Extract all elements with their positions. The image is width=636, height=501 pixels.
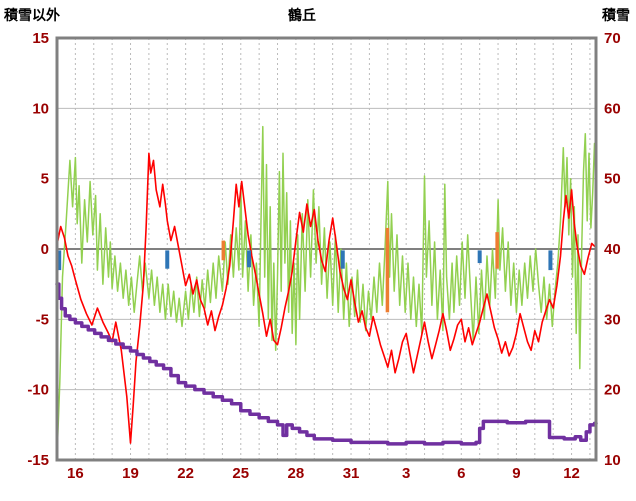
right-tick-label: 70: [604, 30, 621, 47]
right-tick-label: 50: [604, 171, 621, 188]
series-purple-line: [55, 282, 598, 446]
x-tick-label: 6: [457, 465, 465, 482]
orange-event-bars: [221, 227, 499, 313]
x-tick-label: 16: [67, 465, 84, 482]
series-green-line: [56, 125, 596, 458]
left-axis-title: 積雪以外: [4, 7, 60, 23]
left-tick-label: 10: [32, 100, 49, 117]
x-tick-label: 31: [343, 465, 360, 482]
left-tick-label: -15: [27, 452, 49, 469]
x-tick-label: 22: [177, 465, 194, 482]
x-tick-label: 3: [402, 465, 410, 482]
x-tick-label: 9: [512, 465, 520, 482]
right-tick-label: 60: [604, 100, 621, 117]
chart-title: 鶴丘: [288, 7, 316, 23]
right-tick-label: 30: [604, 311, 621, 328]
right-tick-label: 20: [604, 382, 621, 399]
plot-frame: [55, 36, 598, 462]
series-red-line: [56, 152, 596, 444]
blue-event-bars: [57, 250, 553, 271]
left-tick-label: 0: [41, 241, 49, 258]
left-tick-label: 15: [32, 30, 49, 47]
x-tick-label: 28: [288, 465, 305, 482]
right-tick-label: 10: [604, 452, 621, 469]
left-tick-label: -10: [27, 382, 49, 399]
x-tick-label: 19: [122, 465, 139, 482]
x-tick-label: 12: [563, 465, 580, 482]
x-tick-label: 25: [232, 465, 249, 482]
right-axis-title: 積雪: [602, 7, 630, 23]
left-tick-label: 5: [41, 171, 49, 188]
right-tick-label: 40: [604, 241, 621, 258]
left-tick-label: -5: [36, 311, 49, 328]
